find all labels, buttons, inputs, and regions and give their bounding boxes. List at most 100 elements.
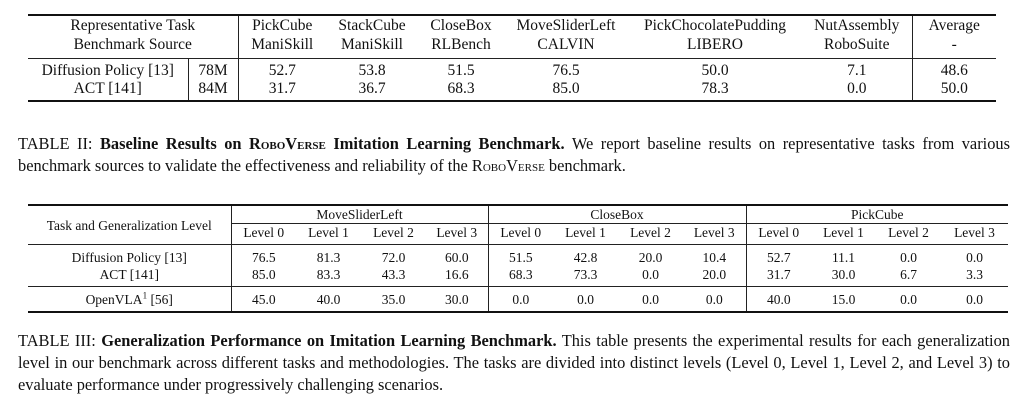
table-cell: 0.0 [876,244,941,266]
table-cell: 0.0 [683,286,746,313]
table-cell: 0.0 [876,286,941,313]
table-cell: 73.3 [573,267,598,282]
table2-col-task: PickChocolatePudding [628,14,802,35]
method-name: ACT [141] [99,267,159,282]
table-cell: 51.5 [418,58,504,80]
method-name: OpenVLA1 [56] [28,286,231,313]
method-params: 78M [187,58,238,80]
table-cell: 72.0 [361,244,426,266]
table3-level: Level 1 [565,225,606,240]
table3-level: Level 3 [693,225,735,240]
table-cell: 36.7 [326,80,418,102]
table3-header-levels: Level 0 Level 1 Level 2 Level 3 Level 0 … [28,223,1008,245]
table2-col-source: RLBench [431,36,491,53]
table-cell: 76.5 [504,58,628,80]
table-cell: 43.3 [381,267,406,282]
table-cell: 68.3 [418,80,504,102]
caption-title: Generalization Performance on Imitation … [101,331,557,350]
table-cell-average: 50.0 [911,80,996,102]
table-cell: 0.0 [618,286,683,313]
caption-label: TABLE III: [18,331,96,350]
footnote-marker: 1 [142,290,148,301]
table-cell: 68.3 [487,266,553,287]
table-row: Diffusion Policy [13] 76.5 81.3 72.0 60.… [28,244,1008,266]
table-cell: 60.0 [426,244,488,266]
table2-col-source: LIBERO [687,36,743,53]
table-cell: 16.6 [444,267,469,282]
table-cell: 31.7 [237,80,326,102]
table-cell: 30.0 [426,286,488,313]
table-cell: 0.0 [941,244,1008,266]
method-params: 84M [187,80,238,102]
table-cell: 0.0 [487,286,553,313]
caption-text: This table presents the experimental res… [18,331,1010,394]
table-cell: 53.8 [326,58,418,80]
table-cell: 11.1 [811,244,876,266]
table-cell: 31.7 [745,266,811,287]
table-cell: 76.5 [230,244,296,266]
table-cell: 50.0 [628,58,802,80]
table3-group: CloseBox [487,204,746,224]
table-cell: 20.0 [702,267,727,282]
table3-level: Level 2 [888,225,929,240]
method-name: ACT [141] [28,80,188,102]
table-cell: 7.1 [802,58,912,80]
baseline-results-table: Representative Task PickCube StackCube C… [28,14,996,102]
table2-col-task: PickCube [237,14,326,35]
method-name: Diffusion Policy [13] [28,58,188,80]
table2-header-row-2: Benchmark Source ManiSkill ManiSkill RLB… [28,35,996,59]
table-cell: 30.0 [831,267,856,282]
table-cell: 20.0 [618,244,683,266]
table3-level: Level 0 [487,223,553,245]
table-row: Diffusion Policy [13] 78M 52.7 53.8 51.5… [28,58,996,80]
table2-col-task: StackCube [326,14,418,35]
table-cell: 78.3 [628,80,802,102]
method-name: Diffusion Policy [13] [28,244,231,266]
table-cell: 83.3 [316,267,341,282]
table2-col-task: MoveSliderLeft [504,14,628,35]
table-cell: 52.7 [237,58,326,80]
table3-group: MoveSliderLeft [230,204,488,224]
table-cell: 52.7 [745,244,811,266]
table2-label-line2: Benchmark Source [73,36,192,53]
table-cell-average: 48.6 [911,58,996,80]
table-cell: 40.0 [745,286,811,313]
caption-text-name: RoboVerse [471,156,545,175]
table-cell: 0.0 [553,286,618,313]
table-cell: 85.0 [504,80,628,102]
table2-col-task: CloseBox [418,14,504,35]
table2-average-label: Average [911,14,996,35]
table3-level: Level 2 [630,225,671,240]
caption-text: We report baseline results on representa… [18,134,1010,175]
table3-level: Level 0 [745,223,811,245]
caption-text-end: benchmark. [544,156,626,175]
generalization-table: Task and Generalization Level MoveSlider… [28,204,1008,313]
table-cell: 42.8 [553,244,618,266]
table-cell: 40.0 [296,286,361,313]
table2-col-source: ManiSkill [237,35,326,59]
table3-header-groups: Task and Generalization Level MoveSlider… [28,204,1008,245]
table2-col-source: ManiSkill [340,36,403,53]
table-cell: 0.0 [941,286,1008,313]
table-row: ACT [141] 84M 31.7 36.7 68.3 85.0 78.3 0… [28,80,996,102]
table3-label: Task and Generalization Level [28,204,231,245]
table3-group: PickCube [745,204,1008,224]
table3-level: Level 3 [954,225,995,240]
table-row: ACT [141] 85.0 83.3 43.3 16.6 68.3 73.3 … [28,266,1008,287]
table3-level: Level 3 [436,225,478,240]
table-row: OpenVLA1 [56] 45.0 40.0 35.0 30.0 0.0 0.… [28,286,1008,313]
table3-level: Level 2 [373,225,414,240]
table3-level: Level 1 [823,225,864,240]
table2-label-line1: Representative Task [28,14,238,35]
table2-col-source: CALVIN [537,36,595,53]
table-cell: 81.3 [296,244,361,266]
table-cell: 10.4 [683,244,746,266]
table-cell: 15.0 [811,286,876,313]
caption-title: Baseline Results on RoboVerse Imitation … [99,134,565,153]
table-cell: 35.0 [361,286,426,313]
caption-label: TABLE II: [18,134,93,153]
table2-header-row-1: Representative Task PickCube StackCube C… [28,14,996,35]
table-cell: 0.0 [802,80,912,102]
table-cell: 6.7 [900,267,917,282]
table2-average-sub: - [911,35,996,59]
